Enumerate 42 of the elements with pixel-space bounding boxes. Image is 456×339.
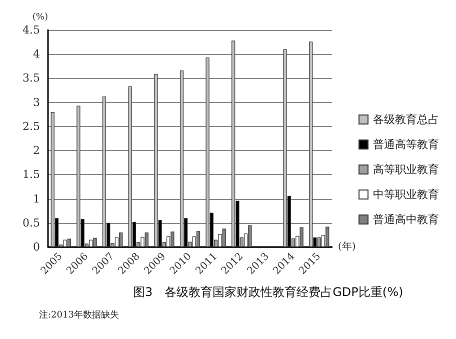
bar: [326, 226, 330, 247]
bar: [154, 74, 158, 247]
bar: [50, 112, 54, 247]
bar: [232, 40, 236, 247]
bar: [309, 42, 313, 247]
y-tick-label: 3.5: [22, 72, 40, 85]
bar: [180, 70, 184, 247]
y-tick-label: 2.5: [22, 120, 40, 133]
y-axis-title: (%): [32, 12, 48, 22]
bar: [140, 236, 144, 247]
y-tick-label: 3: [33, 96, 40, 109]
y-tick-label: 0: [33, 240, 40, 254]
bar: [222, 228, 226, 247]
legend-label: 普通高等教育: [373, 138, 439, 151]
legend-label: 高等职业教育: [373, 163, 439, 176]
y-tick-label: 0.5: [22, 216, 40, 230]
bar: [196, 231, 200, 247]
y-tick-label: 4: [33, 48, 40, 61]
bar: [170, 232, 174, 247]
y-tick-label: 4.5: [22, 24, 40, 36]
bar: [93, 238, 97, 247]
text: 注:2013年数据缺失: [39, 310, 119, 320]
legend-label: 各级教育总占: [373, 113, 439, 126]
y-tick-label: 2: [33, 144, 40, 158]
bar: [206, 57, 210, 247]
bar: [89, 240, 93, 247]
bar: [300, 227, 304, 247]
bar: [76, 106, 80, 247]
bar: [144, 232, 148, 247]
bar: [119, 232, 123, 247]
text: 图3 各级教育国家财政性教育经费占GDP比重(%): [133, 285, 404, 299]
legend-label: 普通高中教育: [373, 213, 439, 226]
bar: [128, 86, 132, 247]
legend-label: 中等职业教育: [373, 188, 439, 201]
x-axis-title: (年): [338, 240, 356, 252]
y-tick-label: 1.5: [22, 168, 40, 182]
bar: [67, 238, 71, 247]
bar: [63, 240, 67, 247]
bar: [283, 49, 287, 247]
bar: [317, 237, 321, 247]
y-tick-label: 1: [33, 192, 40, 206]
bar: [102, 96, 106, 247]
